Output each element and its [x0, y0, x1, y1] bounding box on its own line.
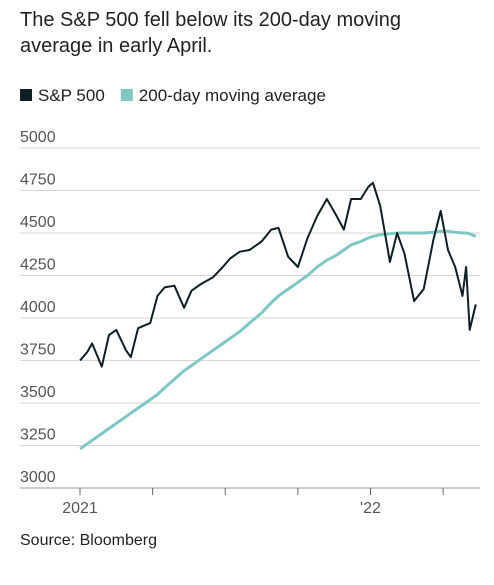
legend-label: S&P 500 — [38, 86, 105, 105]
y-tick-label: 3000 — [20, 469, 56, 486]
x-tick-label: 2021 — [62, 500, 98, 517]
y-tick-label: 3250 — [20, 427, 56, 444]
series-line — [79, 181, 477, 368]
y-tick-label: 3750 — [20, 342, 56, 359]
y-tick-label: 4750 — [20, 172, 56, 189]
series-line — [79, 229, 477, 451]
y-tick-label: 4000 — [20, 299, 56, 316]
legend-swatch — [20, 89, 32, 101]
source: Source: Bloomberg — [20, 532, 157, 549]
chart-title: The S&P 500 fell below its 200-day movin… — [20, 9, 401, 57]
y-tick-label: 5000 — [20, 129, 56, 146]
y-tick-label: 4250 — [20, 257, 56, 274]
y-tick-label: 4500 — [20, 214, 56, 231]
y-tick-label: 3500 — [20, 384, 56, 401]
legend-swatch — [120, 89, 133, 101]
x-tick-label: '22 — [360, 500, 381, 517]
legend-label: 200-day moving average — [139, 86, 326, 105]
